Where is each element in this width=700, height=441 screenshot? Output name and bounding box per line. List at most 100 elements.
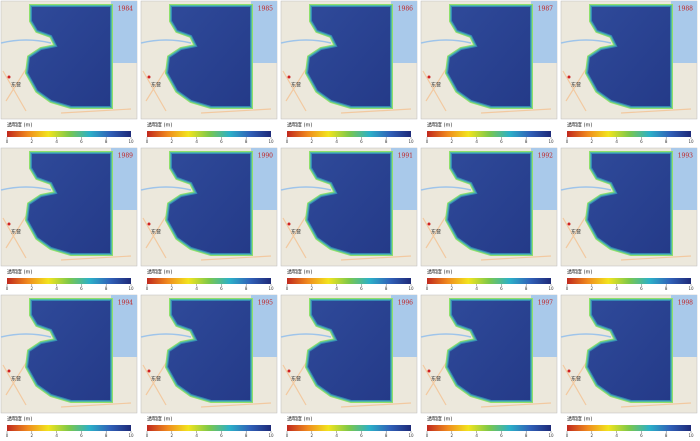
- river: [560, 186, 612, 191]
- year-label: 1985: [258, 6, 273, 13]
- sea: [251, 1, 277, 63]
- colorbar-tick-label: 10: [408, 139, 414, 144]
- river: [560, 333, 612, 338]
- colorbar-label: 透明度 (m): [7, 122, 32, 129]
- city-marker: [567, 75, 571, 79]
- colorbar-label: 透明度 (m): [287, 122, 312, 129]
- colorbar-tick-label: 2: [311, 286, 314, 291]
- bay-water: [165, 5, 252, 108]
- map-panel: 东营 1988 透明度 (m) 0 2 4 6 8 10: [560, 0, 698, 144]
- sea: [531, 148, 557, 210]
- map-panel: 东营 1996 透明度 (m) 0 2 4 6 8 10: [280, 294, 418, 438]
- colorbar-tick-label: 4: [55, 433, 58, 438]
- colorbar-tick-label: 8: [245, 433, 248, 438]
- colorbar-tick-label: 2: [451, 433, 454, 438]
- colorbar-label: 透明度 (m): [287, 269, 312, 276]
- city-marker: [147, 369, 151, 373]
- map-panel: 东营 1991 透明度 (m) 0 2 4 6 8 10: [280, 147, 418, 291]
- map-panel: 东营 1995 透明度 (m) 0 2 4 6 8 10: [140, 294, 278, 438]
- sea: [391, 1, 417, 63]
- sea: [671, 295, 697, 357]
- colorbar-tick-label: 10: [548, 286, 554, 291]
- city-label: 东营: [431, 82, 441, 89]
- colorbar-tick-label: 4: [475, 139, 478, 144]
- city-marker: [567, 369, 571, 373]
- colorbar-label: 透明度 (m): [7, 416, 32, 423]
- river: [420, 186, 472, 191]
- colorbar: [7, 425, 131, 431]
- colorbar-tick-label: 2: [171, 139, 174, 144]
- city-label: 东营: [571, 229, 581, 236]
- colorbar-label: 透明度 (m): [147, 416, 172, 423]
- river: [560, 39, 612, 44]
- colorbar-tick-label: 6: [360, 286, 363, 291]
- colorbar-tick-label: 10: [128, 286, 134, 291]
- bay-water: [585, 152, 672, 255]
- city-marker: [147, 222, 151, 226]
- year-label: 1995: [258, 300, 273, 307]
- sea: [251, 148, 277, 210]
- colorbar-tick-label: 8: [245, 139, 248, 144]
- colorbar-tick-label: 6: [220, 139, 223, 144]
- colorbar-tick-label: 10: [688, 139, 694, 144]
- colorbar-tick-label: 2: [31, 139, 34, 144]
- city-marker: [287, 222, 291, 226]
- city-marker: [287, 75, 291, 79]
- colorbar-tick-label: 8: [105, 433, 108, 438]
- map-panel: 东营 1992 透明度 (m) 0 2 4 6 8 10: [420, 147, 558, 291]
- map-panel: 东营 1985 透明度 (m) 0 2 4 6 8 10: [140, 0, 278, 144]
- colorbar-tick-label: 8: [105, 286, 108, 291]
- colorbar-tick-label: 0: [426, 139, 429, 144]
- colorbar-tick-label: 4: [615, 286, 618, 291]
- bay-water: [445, 299, 532, 402]
- colorbar-tick-label: 0: [566, 433, 569, 438]
- map-panel: 东营 1989 透明度 (m) 0 2 4 6 8 10: [0, 147, 138, 291]
- colorbar-tick-label: 6: [640, 139, 643, 144]
- colorbar: [427, 278, 551, 284]
- colorbar-tick-label: 2: [31, 433, 34, 438]
- bay-water: [305, 152, 392, 255]
- colorbar-tick-label: 0: [6, 433, 9, 438]
- river: [280, 39, 332, 44]
- colorbar-tick-label: 10: [688, 286, 694, 291]
- river: [280, 186, 332, 191]
- city-marker: [7, 369, 11, 373]
- river: [420, 39, 472, 44]
- sea: [111, 1, 137, 63]
- city-label: 东营: [431, 376, 441, 383]
- colorbar-label: 透明度 (m): [427, 269, 452, 276]
- colorbar-tick-label: 10: [268, 286, 274, 291]
- river: [0, 186, 52, 191]
- colorbar: [287, 278, 411, 284]
- colorbar-tick-label: 6: [640, 286, 643, 291]
- city-label: 东营: [11, 376, 21, 383]
- year-label: 1994: [118, 300, 133, 307]
- colorbar-tick-label: 8: [385, 433, 388, 438]
- colorbar-label: 透明度 (m): [427, 122, 452, 129]
- colorbar-tick-label: 4: [195, 139, 198, 144]
- bay-water: [305, 5, 392, 108]
- colorbar-tick-label: 4: [335, 433, 338, 438]
- city-marker: [427, 75, 431, 79]
- bay-water: [25, 5, 112, 108]
- bay-water: [25, 152, 112, 255]
- map-panel: 东营 1997 透明度 (m) 0 2 4 6 8 10: [420, 294, 558, 438]
- river: [0, 39, 52, 44]
- bay-water: [585, 299, 672, 402]
- colorbar-tick-label: 8: [245, 286, 248, 291]
- colorbar-tick-label: 0: [426, 286, 429, 291]
- city-label: 东营: [11, 82, 21, 89]
- city-marker: [427, 222, 431, 226]
- colorbar-tick-label: 0: [6, 286, 9, 291]
- year-label: 1987: [538, 6, 553, 13]
- city-label: 东营: [151, 376, 161, 383]
- river: [140, 333, 192, 338]
- year-label: 1998: [678, 300, 693, 307]
- colorbar-tick-label: 10: [408, 286, 414, 291]
- sea: [531, 295, 557, 357]
- city-marker: [427, 369, 431, 373]
- colorbar-tick-label: 6: [220, 433, 223, 438]
- city-label: 东营: [151, 229, 161, 236]
- colorbar-tick-label: 8: [665, 286, 668, 291]
